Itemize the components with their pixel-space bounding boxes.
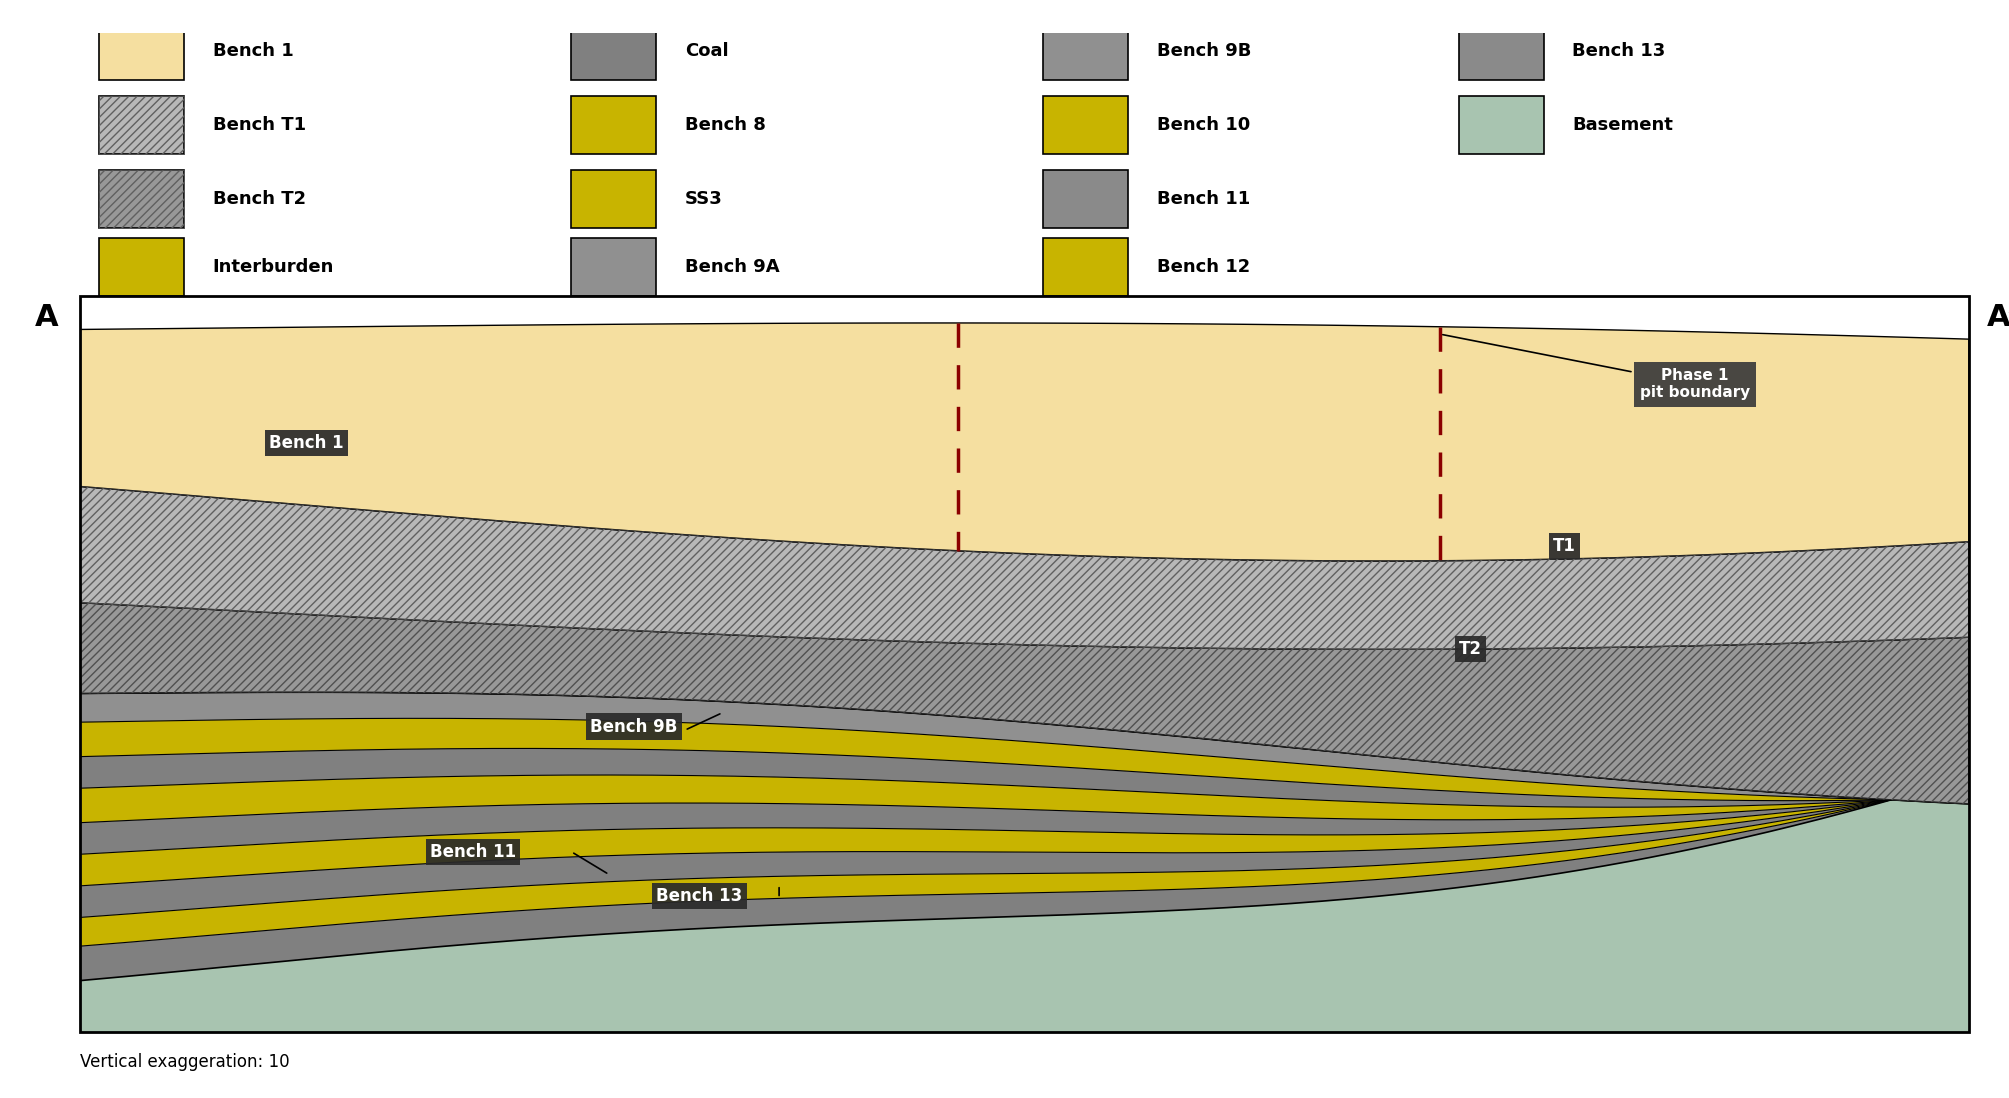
- FancyBboxPatch shape: [1459, 22, 1543, 80]
- Polygon shape: [80, 777, 1969, 886]
- Text: T1: T1: [1553, 537, 1577, 556]
- Polygon shape: [80, 775, 1969, 822]
- Text: Bench 9A: Bench 9A: [685, 258, 779, 276]
- Polygon shape: [80, 749, 1969, 807]
- Polygon shape: [80, 777, 1969, 981]
- Text: Bench T2: Bench T2: [213, 190, 305, 208]
- FancyBboxPatch shape: [1043, 170, 1129, 227]
- FancyBboxPatch shape: [98, 170, 185, 227]
- FancyBboxPatch shape: [571, 170, 657, 227]
- Text: Bench 11: Bench 11: [1157, 190, 1250, 208]
- Text: Basement: Basement: [1573, 116, 1673, 134]
- Text: Vertical exaggeration: 10: Vertical exaggeration: 10: [80, 1053, 289, 1071]
- FancyBboxPatch shape: [1459, 96, 1543, 154]
- Text: Bench 10: Bench 10: [1157, 116, 1250, 134]
- Text: A’: A’: [1987, 303, 2009, 333]
- FancyBboxPatch shape: [98, 96, 185, 154]
- Polygon shape: [80, 486, 1969, 649]
- Text: Bench 13: Bench 13: [657, 887, 743, 905]
- Text: A: A: [34, 303, 58, 333]
- Polygon shape: [80, 323, 1969, 561]
- Polygon shape: [80, 777, 1969, 946]
- Polygon shape: [80, 692, 1969, 799]
- FancyBboxPatch shape: [1043, 22, 1129, 80]
- FancyBboxPatch shape: [98, 22, 185, 80]
- Polygon shape: [80, 777, 1969, 1032]
- Text: Bench 1: Bench 1: [269, 434, 344, 452]
- Text: SS3: SS3: [685, 190, 723, 208]
- Polygon shape: [80, 718, 1969, 800]
- Polygon shape: [80, 777, 1969, 854]
- FancyBboxPatch shape: [98, 238, 185, 295]
- FancyBboxPatch shape: [1043, 238, 1129, 295]
- Text: Bench 8: Bench 8: [685, 116, 765, 134]
- Text: Bench 11: Bench 11: [430, 843, 516, 861]
- FancyBboxPatch shape: [571, 238, 657, 295]
- Text: Interburden: Interburden: [213, 258, 333, 276]
- Text: Bench 13: Bench 13: [1573, 43, 1665, 60]
- Polygon shape: [80, 603, 1969, 804]
- Text: Bench 12: Bench 12: [1157, 258, 1250, 276]
- FancyBboxPatch shape: [571, 22, 657, 80]
- Polygon shape: [80, 777, 1969, 918]
- Text: Bench 9B: Bench 9B: [1157, 43, 1252, 60]
- Text: Bench 9B: Bench 9B: [591, 718, 677, 736]
- Text: Bench 1: Bench 1: [213, 43, 293, 60]
- Text: T2: T2: [1459, 640, 1483, 659]
- FancyBboxPatch shape: [571, 96, 657, 154]
- Text: Phase 1
pit boundary: Phase 1 pit boundary: [1442, 335, 1750, 401]
- Text: Coal: Coal: [685, 43, 729, 60]
- Text: Bench T1: Bench T1: [213, 116, 305, 134]
- FancyBboxPatch shape: [1043, 96, 1129, 154]
